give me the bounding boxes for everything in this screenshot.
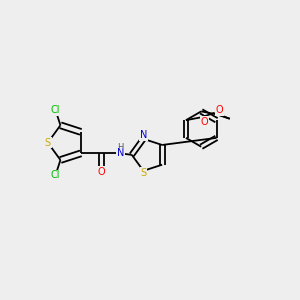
- Text: N: N: [117, 148, 124, 158]
- Text: S: S: [45, 138, 51, 148]
- Text: N: N: [140, 130, 147, 140]
- Text: Cl: Cl: [51, 170, 60, 180]
- Text: H: H: [117, 143, 124, 152]
- Text: O: O: [216, 105, 223, 115]
- Text: O: O: [98, 167, 105, 177]
- Text: Cl: Cl: [51, 105, 60, 115]
- Text: S: S: [140, 168, 146, 178]
- Text: O: O: [200, 117, 208, 127]
